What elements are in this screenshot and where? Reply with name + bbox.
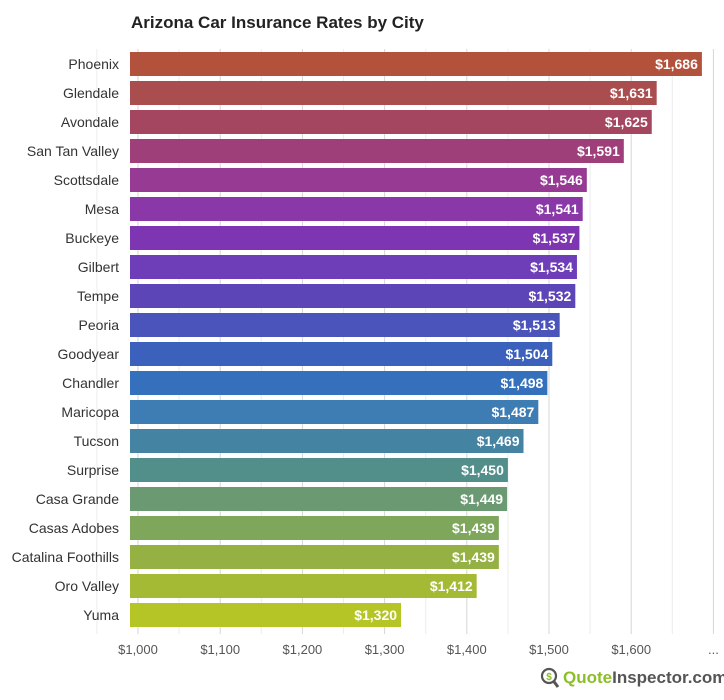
- bar-san-tan-valley: [130, 139, 624, 163]
- x-tick-label: $1,500: [529, 642, 569, 657]
- data-label: $1,532: [528, 288, 571, 304]
- category-label: Catalina Foothills: [12, 549, 119, 565]
- bar-mesa: [130, 197, 583, 221]
- data-label: $1,450: [461, 462, 504, 478]
- category-label: Peoria: [79, 317, 120, 333]
- category-label: Chandler: [62, 375, 119, 391]
- category-label: Casas Adobes: [29, 520, 119, 536]
- bar-peoria: [130, 313, 560, 337]
- data-label: $1,320: [354, 607, 397, 623]
- data-label: $1,537: [533, 230, 576, 246]
- data-label: $1,498: [501, 375, 544, 391]
- data-label: $1,513: [513, 317, 556, 333]
- bar-yuma: [130, 603, 402, 627]
- category-label: Glendale: [63, 85, 119, 101]
- bar-chandler: [130, 371, 548, 395]
- category-label: Yuma: [83, 607, 119, 623]
- svg-text:$: $: [546, 672, 552, 683]
- data-label: $1,534: [530, 259, 573, 275]
- data-label: $1,449: [460, 491, 503, 507]
- x-tick-label: $1,400: [447, 642, 487, 657]
- x-tick-label: $1,100: [200, 642, 240, 657]
- category-label: Oro Valley: [55, 578, 119, 594]
- category-label: Mesa: [85, 201, 119, 217]
- data-label: $1,412: [430, 578, 473, 594]
- category-label: Buckeye: [65, 230, 119, 246]
- data-label: $1,686: [655, 56, 698, 72]
- x-tick-label: $1,300: [365, 642, 405, 657]
- bar-phoenix: [130, 52, 702, 76]
- data-label: $1,439: [452, 549, 495, 565]
- data-label: $1,625: [605, 114, 648, 130]
- dollar-magnifier-icon: $: [540, 667, 560, 688]
- category-label: Scottsdale: [54, 172, 120, 188]
- x-tick-label: $1,000: [118, 642, 158, 657]
- bar-catalina-foothills: [130, 545, 499, 569]
- bar-oro-valley: [130, 574, 477, 598]
- data-label: $1,487: [491, 404, 534, 420]
- data-label: $1,469: [477, 433, 520, 449]
- bar-casa-grande: [130, 487, 508, 511]
- bar-surprise: [130, 458, 508, 482]
- logo: $ QuoteInspector.com: [540, 667, 724, 689]
- category-label: Avondale: [61, 114, 119, 130]
- data-label: $1,541: [536, 201, 579, 217]
- data-label: $1,439: [452, 520, 495, 536]
- x-tick-label: ...: [708, 642, 719, 657]
- category-label: San Tan Valley: [27, 143, 119, 159]
- x-tick-label: $1,600: [611, 642, 651, 657]
- logo-text-inspector: Inspector.com: [612, 668, 724, 687]
- bar-buckeye: [130, 226, 580, 250]
- bar-gilbert: [130, 255, 577, 279]
- category-label: Casa Grande: [36, 491, 119, 507]
- category-label: Tempe: [77, 288, 119, 304]
- data-label: $1,591: [577, 143, 620, 159]
- x-tick-label: $1,200: [283, 642, 323, 657]
- category-label: Goodyear: [58, 346, 120, 362]
- logo-text-quote: Quote: [563, 668, 613, 687]
- bar-avondale: [130, 110, 652, 134]
- data-label: $1,631: [610, 85, 653, 101]
- category-label: Phoenix: [68, 56, 119, 72]
- bar-goodyear: [130, 342, 553, 366]
- chart-title: Arizona Car Insurance Rates by City: [131, 13, 424, 32]
- data-label: $1,504: [505, 346, 548, 362]
- category-label: Gilbert: [78, 259, 119, 275]
- bar-tempe: [130, 284, 576, 308]
- bar-glendale: [130, 81, 657, 105]
- bar-maricopa: [130, 400, 539, 424]
- category-label: Surprise: [67, 462, 119, 478]
- category-label: Tucson: [74, 433, 119, 449]
- data-label: $1,546: [540, 172, 583, 188]
- bar-tucson: [130, 429, 524, 453]
- bar-casas-adobes: [130, 516, 499, 540]
- category-label: Maricopa: [61, 404, 119, 420]
- bar-scottsdale: [130, 168, 587, 192]
